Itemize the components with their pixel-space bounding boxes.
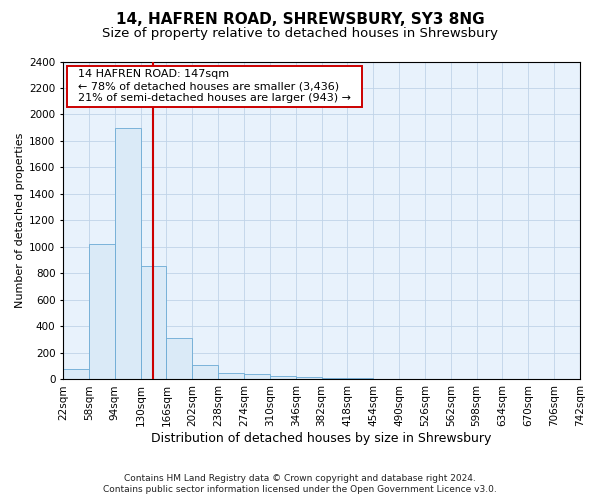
Bar xyxy=(347,378,373,380)
Text: 14, HAFREN ROAD, SHREWSBURY, SY3 8NG: 14, HAFREN ROAD, SHREWSBURY, SY3 8NG xyxy=(116,12,484,28)
Bar xyxy=(270,376,296,380)
Bar xyxy=(322,378,347,380)
Text: 14 HAFREN ROAD: 147sqm
  ← 78% of detached houses are smaller (3,436)
  21% of s: 14 HAFREN ROAD: 147sqm ← 78% of detached… xyxy=(71,70,358,102)
Bar xyxy=(218,373,244,380)
Text: Size of property relative to detached houses in Shrewsbury: Size of property relative to detached ho… xyxy=(102,28,498,40)
Bar xyxy=(89,244,115,380)
Y-axis label: Number of detached properties: Number of detached properties xyxy=(15,133,25,308)
Bar xyxy=(63,369,89,380)
Text: Contains HM Land Registry data © Crown copyright and database right 2024.
Contai: Contains HM Land Registry data © Crown c… xyxy=(103,474,497,494)
Bar xyxy=(373,379,399,380)
Bar xyxy=(115,128,140,380)
X-axis label: Distribution of detached houses by size in Shrewsbury: Distribution of detached houses by size … xyxy=(151,432,492,445)
Bar xyxy=(296,378,322,380)
Bar xyxy=(140,266,166,380)
Bar xyxy=(244,374,270,380)
Bar xyxy=(166,338,192,380)
Bar xyxy=(192,365,218,380)
